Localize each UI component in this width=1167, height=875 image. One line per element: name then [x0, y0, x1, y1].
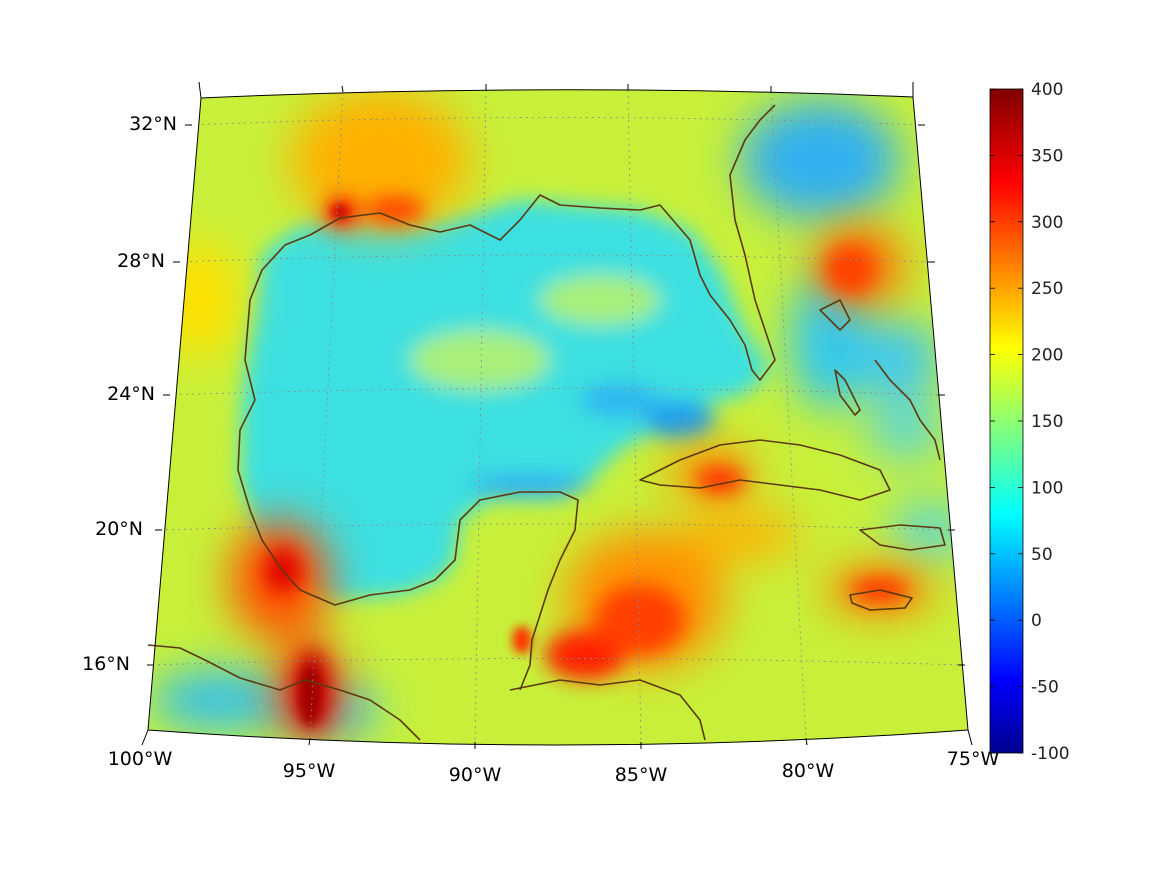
lon-label-80w: 80°W	[782, 760, 835, 782]
lat-label-20n: 20°N	[95, 518, 143, 540]
colorbar-tick-label: 0	[1031, 611, 1042, 631]
coastlines	[147, 104, 946, 741]
frame-ticks	[141, 81, 973, 749]
colorbar-tick-label: 300	[1031, 213, 1063, 233]
colorbar-tick-label: -50	[1031, 678, 1059, 698]
lon-label-100w: 100°W	[108, 748, 173, 770]
colorbar-tick-label: 200	[1031, 346, 1063, 366]
lat-label-28n: 28°N	[117, 250, 165, 272]
lon-label-95w: 95°W	[283, 760, 336, 782]
colorbar-tick-label: 150	[1031, 412, 1063, 432]
map-field	[148, 89, 968, 745]
lon-label-90w: 90°W	[449, 764, 502, 786]
colorbar: 400 350 300 250 200 150 100 50 0 -50 -100	[989, 80, 1070, 764]
colorbar-labels: 400 350 300 250 200 150 100 50 0 -50 -100	[1031, 80, 1070, 764]
map-frame	[147, 89, 969, 746]
colorbar-tick-label: 100	[1031, 478, 1063, 498]
colorbar-ticks	[990, 88, 1023, 754]
colorbar-tick-label: 350	[1031, 146, 1063, 166]
lat-label-32n: 32°N	[129, 113, 177, 135]
colorbar-tick-label: -100	[1031, 744, 1070, 764]
colorbar-tick-label: 250	[1031, 279, 1063, 299]
colorbar-tick-label: 50	[1031, 545, 1053, 565]
lon-label-85w: 85°W	[615, 764, 668, 786]
lat-label-16n: 16°N	[82, 653, 130, 675]
colorbar-tick-label: 400	[1031, 80, 1063, 100]
lat-label-24n: 24°N	[107, 383, 155, 405]
lon-label-75w: 75°W	[947, 748, 1000, 770]
